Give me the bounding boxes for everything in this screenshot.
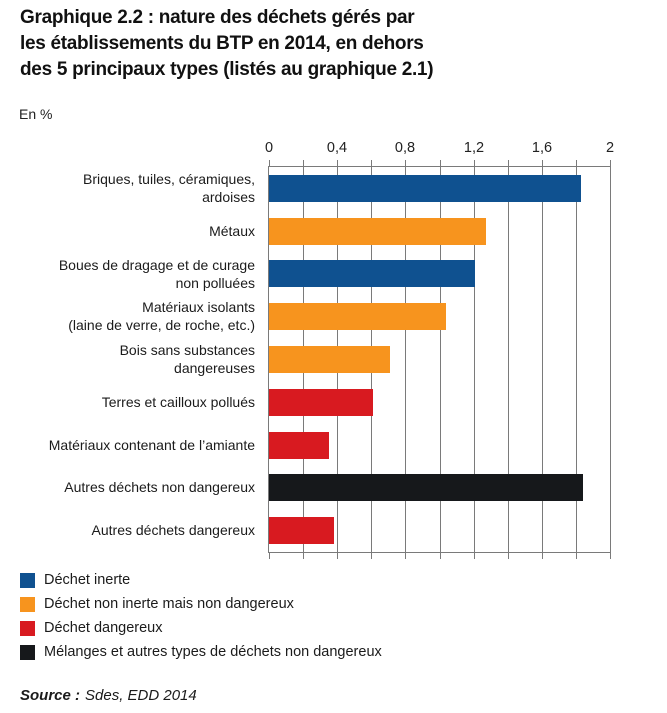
legend-item-label: Déchet non inerte mais non dangereux (44, 596, 294, 612)
legend-item-label: Déchet inerte (44, 572, 131, 588)
x-axis-tick-label: 0,8 (394, 140, 416, 156)
bar (269, 474, 583, 501)
gridline (576, 167, 577, 552)
legend-item: Mélanges et autres types de déchets non … (20, 640, 382, 664)
legend-swatch (20, 572, 35, 588)
chart-title: Graphique 2.2 : nature des déchets gérés… (20, 5, 650, 83)
axis-tick-bottom (474, 553, 475, 559)
source-label: Source : (20, 687, 81, 704)
bar (269, 389, 373, 416)
axis-tick-bottom (508, 553, 509, 559)
bar (269, 303, 446, 330)
category-axis: Briques, tuiles, céramiques, ardoises Méta… (0, 166, 261, 553)
gridline (542, 167, 543, 552)
axis-tick-top (337, 160, 338, 166)
bar (269, 218, 486, 245)
axis-tick-top (542, 160, 543, 166)
category-label: Autres déchets non dangereux (64, 478, 255, 495)
legend-swatch (20, 596, 35, 612)
axis-tick-top (576, 160, 577, 166)
category-label: Bois sans substances dangereuses (119, 341, 255, 376)
legend-item: Déchet non inerte mais non dangereux (20, 592, 382, 616)
plot-area: 0 0,4 0,8 1,2 1,6 2 (265, 140, 614, 559)
axis-tick-bottom (269, 553, 270, 559)
axis-tick-top (405, 160, 406, 166)
category-label: Boues de dragage et de curage non polluée… (58, 256, 255, 291)
chart-title-line: les établissements du BTP en 2014, en de… (20, 33, 424, 54)
axis-tick-bottom (576, 553, 577, 559)
axis-tick-top (440, 160, 441, 166)
axis-tick-top (269, 160, 270, 166)
axis-tick-bottom (610, 553, 611, 559)
bar (269, 260, 475, 287)
axis-tick-top (508, 160, 509, 166)
legend-swatch (20, 644, 35, 660)
x-axis-tick-label: 0,4 (326, 140, 348, 156)
category-label: Terres et cailloux pollués (101, 393, 255, 410)
legend: Déchet inerte Déchet non inerte mais non … (20, 568, 382, 664)
bar (269, 517, 334, 544)
source-text: Sdes, EDD 2014 (85, 687, 197, 704)
unit-label: En % (19, 106, 53, 122)
gridline (474, 167, 475, 552)
category-label: Autres déchets dangereux (91, 521, 255, 538)
gridline (440, 167, 441, 552)
x-axis-tick-label: 2 (605, 140, 615, 156)
axis-tick-top (474, 160, 475, 166)
axis-tick-bottom (405, 553, 406, 559)
axis-tick-top (303, 160, 304, 166)
legend-item-label: Mélanges et autres types de déchets non … (44, 644, 382, 660)
category-label: Métaux (209, 222, 255, 239)
bar (269, 432, 329, 459)
axis-tick-top (371, 160, 372, 166)
gridline (405, 167, 406, 552)
legend-item: Déchet dangereux (20, 616, 382, 640)
axis-tick-bottom (337, 553, 338, 559)
axis-tick-top (610, 160, 611, 166)
axis-tick-bottom (303, 553, 304, 559)
bar (269, 175, 581, 202)
legend-item-label: Déchet dangereux (44, 620, 163, 636)
x-axis-tick-label: 1,6 (531, 140, 553, 156)
source-note: Source : Sdes, EDD 2014 (20, 687, 197, 704)
gridline (508, 167, 509, 552)
axis-tick-bottom (440, 553, 441, 559)
axis-tick-bottom (542, 553, 543, 559)
bar (269, 346, 390, 373)
legend-swatch (20, 620, 35, 636)
x-axis-tick-label: 0 (264, 140, 274, 156)
chart-title-line: Graphique 2.2 : nature des déchets gérés… (20, 7, 415, 28)
x-axis-tick-label: 1,2 (463, 140, 485, 156)
category-label: Briques, tuiles, céramiques, ardoises (83, 170, 255, 205)
axis-tick-bottom (371, 553, 372, 559)
category-label: Matériaux contenant de l’amiante (48, 436, 255, 453)
category-label: Matériaux isolants (laine de verre, de ro… (68, 298, 255, 333)
chart-title-line: des 5 principaux types (listés au graphi… (20, 59, 434, 80)
legend-item: Déchet inerte (20, 568, 382, 592)
